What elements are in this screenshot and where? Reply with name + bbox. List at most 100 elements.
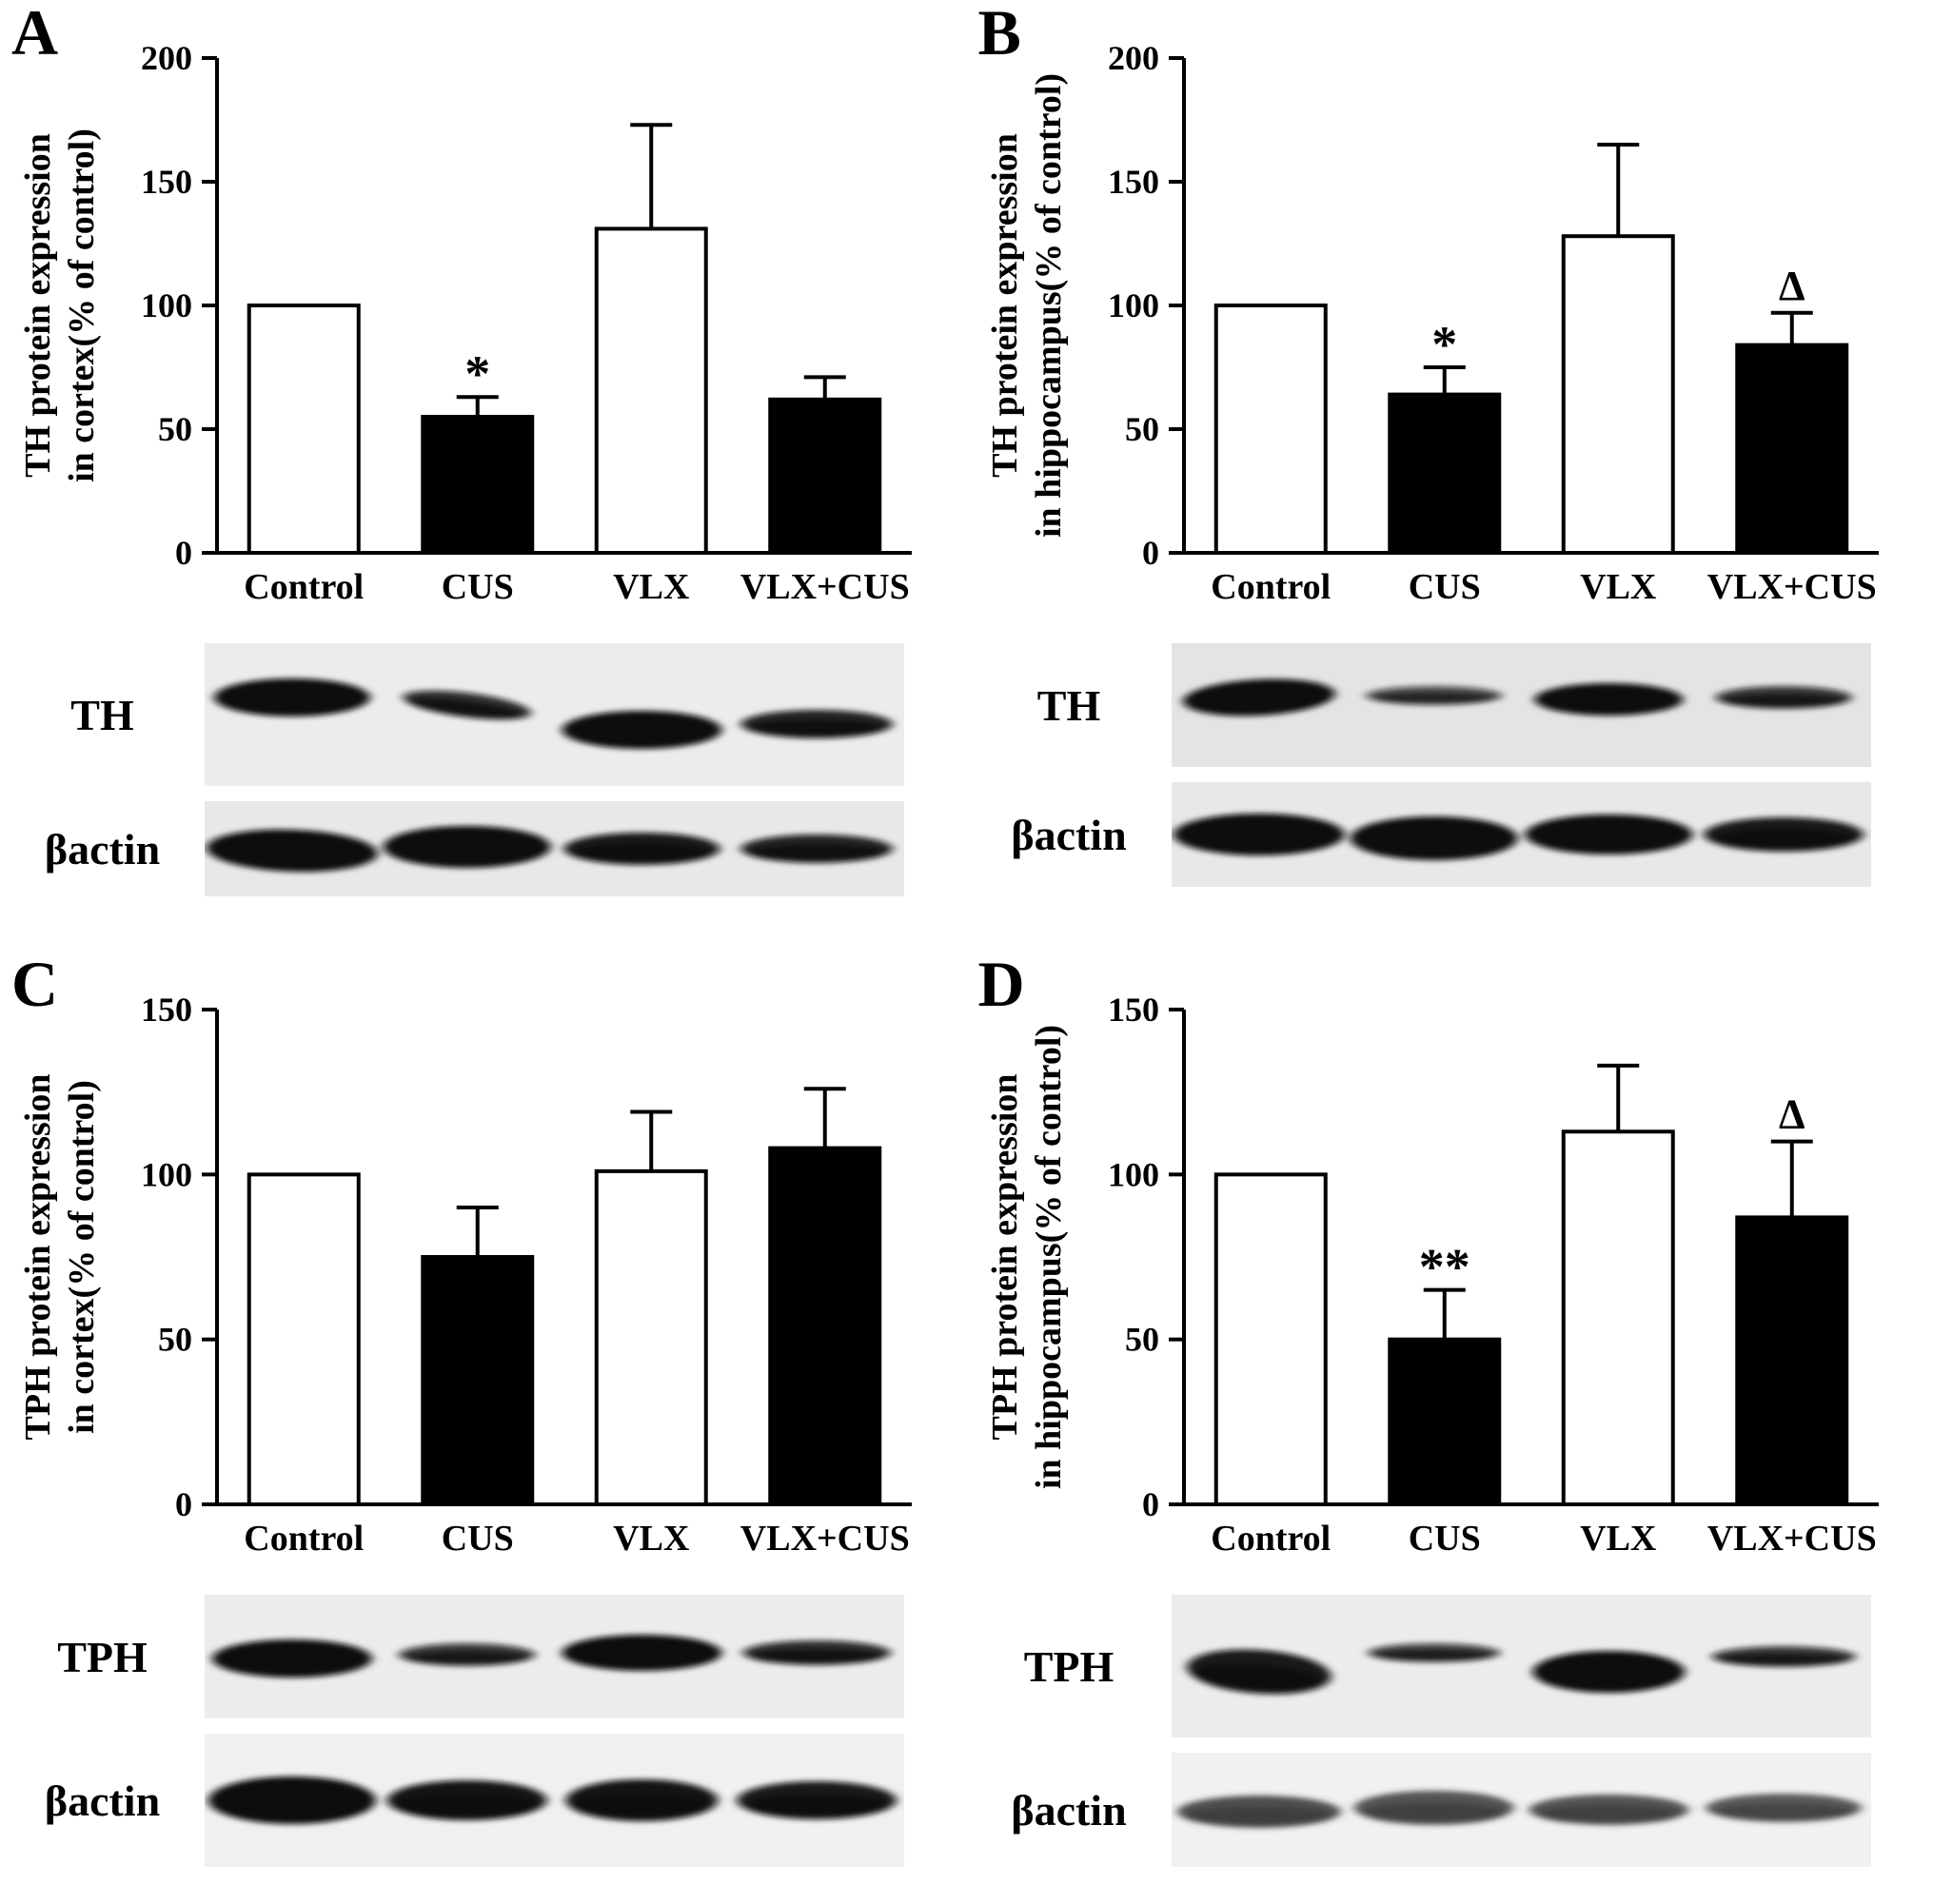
protein-band: [1705, 1794, 1862, 1822]
significance-marker: Δ: [1778, 1091, 1805, 1138]
panel-D: D 0 50 100 150 TPH protein expression in hipp…: [967, 952, 1933, 1904]
x-category-label: Control: [1211, 1519, 1331, 1559]
x-category-label: VLX: [613, 567, 689, 607]
x-category-label: Control: [1211, 567, 1331, 607]
protein-band: [383, 826, 551, 868]
protein-band: [1528, 1795, 1688, 1825]
bar-chart-th-hippocampus: 0 50 100 150 200 TH protein expression in hipp…: [985, 39, 1879, 607]
bar-Control: [247, 1172, 361, 1506]
panel-letter-A: A: [11, 0, 59, 69]
panel-letter-C: C: [11, 952, 59, 1020]
y-tick-label: 100: [141, 286, 192, 324]
protein-band: [742, 1640, 892, 1665]
bar-Control: [247, 304, 361, 555]
protein-band: [1367, 1643, 1501, 1662]
y-tick-label: 50: [1125, 1321, 1159, 1359]
blot-image-th-cortex: [205, 643, 904, 786]
protein-band: [207, 1776, 376, 1824]
bar-CUS: [1387, 392, 1501, 555]
bar-CUS: [421, 415, 535, 555]
blot-label-bactin: βactin: [44, 1776, 161, 1825]
protein-band: [740, 710, 894, 738]
panel-letter-B: B: [977, 0, 1021, 69]
y-tick-label: 150: [1108, 991, 1159, 1029]
y-tick-label: 200: [141, 39, 192, 77]
y-tick-label: 200: [1108, 39, 1159, 77]
protein-band: [1173, 814, 1345, 855]
protein-band: [565, 1779, 719, 1821]
blot-row: TPH: [967, 1595, 1933, 1737]
y-axis-label: in hippocampus(% of control): [1029, 73, 1069, 538]
y-tick-label: 0: [175, 534, 192, 572]
y-tick-label: 150: [1108, 163, 1159, 201]
significance-marker: Δ: [1778, 263, 1805, 309]
protein-band: [562, 1635, 722, 1671]
protein-band: [1350, 816, 1518, 860]
protein-band: [562, 711, 722, 749]
blot-label-th: TH: [1036, 680, 1101, 730]
blot-row: βactin: [967, 1753, 1933, 1867]
y-axis-label: in cortex(% of control): [62, 128, 102, 482]
blot-image-th-hippocampus: [1171, 643, 1871, 767]
blot-image-bactin-hippocampus: [1171, 782, 1871, 887]
bar-Control: [1213, 1172, 1328, 1506]
protein-band: [398, 1643, 536, 1666]
blot-label-th: TH: [70, 690, 134, 739]
significance-marker: *: [464, 345, 490, 402]
blot-image-bactin-cortex: [205, 801, 904, 896]
protein-band: [206, 829, 378, 873]
protein-band: [386, 1780, 547, 1820]
bar-chart-tph-cortex: 0 50 100 150 TPH protein expression in cortex…: [18, 991, 912, 1559]
blot-label-tph: TPH: [1023, 1641, 1114, 1691]
blot-section-A: TH βactin: [0, 643, 967, 896]
bar-Control: [1213, 304, 1328, 555]
protein-band: [213, 678, 370, 716]
blot-row: TH: [0, 643, 967, 786]
protein-band: [1353, 1791, 1514, 1825]
y-tick-label: 0: [175, 1485, 192, 1523]
x-category-label: VLX+CUS: [740, 567, 910, 607]
bar-VLX: [1561, 234, 1675, 555]
blot-image-tph-cortex: [205, 1595, 904, 1718]
protein-band: [737, 1781, 897, 1819]
significance-marker: *: [1431, 316, 1457, 373]
blot-label-bactin: βactin: [1011, 810, 1127, 859]
y-tick-label: 100: [141, 1155, 192, 1193]
blot-section-B: TH βactin: [967, 643, 1933, 887]
blot-section-D: TPH βactin: [967, 1595, 1933, 1867]
y-tick-label: 50: [1125, 410, 1159, 448]
y-tick-label: 150: [141, 163, 192, 201]
bar-VLX: [594, 1168, 708, 1506]
bar-chart-th-cortex: 0 50 100 150 200 TH protein expression in cort…: [18, 39, 912, 607]
x-category-label: Control: [244, 1519, 364, 1559]
x-category-label: VLX: [1580, 1519, 1656, 1559]
blot-row: βactin: [967, 782, 1933, 887]
y-tick-label: 150: [141, 991, 192, 1029]
y-axis-label: in cortex(% of control): [62, 1080, 102, 1434]
x-category-label: CUS: [442, 1519, 514, 1559]
y-axis-label: TPH protein expression: [18, 1074, 58, 1441]
protein-band: [740, 834, 894, 863]
protein-band: [1186, 1649, 1331, 1695]
y-tick-label: 0: [1142, 534, 1159, 572]
blot-label-bactin: βactin: [44, 824, 161, 873]
x-category-label: VLX+CUS: [740, 1519, 910, 1559]
y-tick-label: 100: [1108, 1155, 1159, 1193]
protein-band: [1714, 686, 1852, 709]
y-tick-label: 0: [1142, 1485, 1159, 1523]
y-axis-label: TH protein expression: [985, 133, 1025, 478]
x-category-label: VLX: [613, 1519, 689, 1559]
blot-row: TH: [967, 643, 1933, 767]
blot-label-tph: TPH: [57, 1632, 148, 1681]
protein-band: [1531, 1651, 1685, 1693]
x-category-label: CUS: [442, 567, 514, 607]
protein-band: [563, 833, 720, 865]
protein-band: [1710, 1646, 1856, 1667]
bar-VLX: [1561, 1129, 1675, 1506]
x-category-label: CUS: [1408, 1519, 1480, 1559]
bar-VLX+CUS: [768, 397, 882, 555]
protein-band: [1182, 678, 1335, 716]
y-tick-label: 50: [158, 1321, 192, 1359]
protein-band: [1703, 817, 1864, 852]
